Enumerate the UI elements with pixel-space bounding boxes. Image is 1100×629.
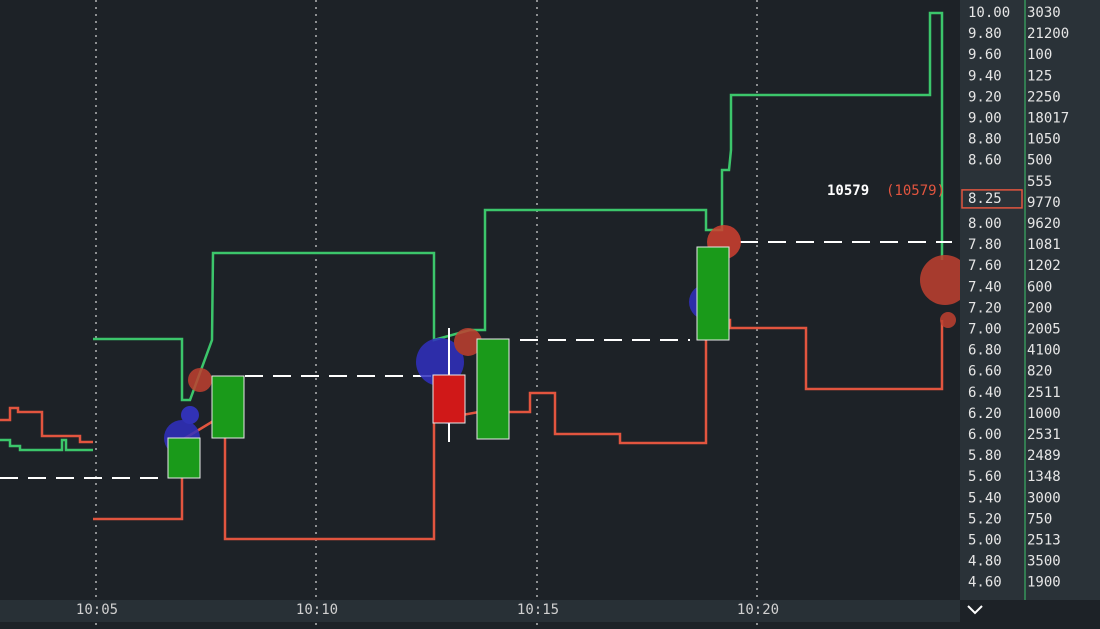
ladder-price: 5.20 xyxy=(968,511,1002,527)
ladder-volume: 1900 xyxy=(1027,575,1061,591)
ladder-volume: 3030 xyxy=(1027,5,1061,21)
ladder-volume: 1050 xyxy=(1027,132,1061,148)
time-label: 10:10 xyxy=(296,602,338,618)
ladder-volume: 9770 xyxy=(1027,195,1061,211)
ladder-volume: 2531 xyxy=(1027,427,1061,443)
ladder-price: 5.80 xyxy=(968,448,1002,464)
ladder-price: 6.20 xyxy=(968,406,1002,422)
ladder-volume: 2005 xyxy=(1027,322,1061,338)
ladder-volume: 2489 xyxy=(1027,448,1061,464)
level-lines xyxy=(0,241,952,479)
ladder-volume: 200 xyxy=(1027,300,1052,316)
ladder-price: 7.80 xyxy=(968,237,1002,253)
ladder-volume: 1348 xyxy=(1027,469,1061,485)
ladder-price: 6.00 xyxy=(968,427,1002,443)
ladder-volume: 2513 xyxy=(1027,533,1061,549)
ladder-volume: 820 xyxy=(1027,364,1052,380)
ladder-volume: 21200 xyxy=(1027,26,1069,42)
price-ladder xyxy=(960,0,1100,600)
ladder-volume: 2511 xyxy=(1027,385,1061,401)
ladder-price: 5.60 xyxy=(968,469,1002,485)
ladder-volume: 18017 xyxy=(1027,111,1069,127)
time-label: 10:20 xyxy=(737,602,779,618)
time-axis xyxy=(0,600,960,622)
ladder-price: 8.25 xyxy=(968,191,1002,207)
ladder-volume: 3000 xyxy=(1027,490,1061,506)
ladder-price: 6.40 xyxy=(968,385,1002,401)
ladder-price: 9.80 xyxy=(968,26,1002,42)
ladder-volume: 100 xyxy=(1027,47,1052,63)
ladder-volume: 3500 xyxy=(1027,554,1061,570)
ladder-price: 10.00 xyxy=(968,5,1010,21)
time-labels: 10:05 10:10 10:15 10:20 xyxy=(76,602,779,618)
time-label: 10:15 xyxy=(517,602,559,618)
last-trade-size: 10579 xyxy=(827,183,869,199)
ladder-price: 9.00 xyxy=(968,111,1002,127)
ladder-price: 5.00 xyxy=(968,533,1002,549)
ladder-price: 7.40 xyxy=(968,279,1002,295)
ladder-volume: 500 xyxy=(1027,153,1052,169)
ladder-volume: 555 xyxy=(1027,174,1052,190)
ladder-price: 9.60 xyxy=(968,47,1002,63)
ladder-volume: 1000 xyxy=(1027,406,1061,422)
ladder-price: 6.80 xyxy=(968,343,1002,359)
ladder-price: 8.60 xyxy=(968,153,1002,169)
ladder-rows: 10.00 3030 9.80 21200 9.60 100 9.40 125 9.20 2250… xyxy=(961,5,1069,591)
ladder-price: 4.60 xyxy=(968,575,1002,591)
ladder-price: 8.00 xyxy=(968,216,1002,232)
ladder-price: 6.60 xyxy=(968,364,1002,380)
ladder-volume: 1202 xyxy=(1027,258,1061,274)
ladder-volume: 600 xyxy=(1027,279,1052,295)
ladder-volume: 125 xyxy=(1027,68,1052,84)
ladder-price: 7.60 xyxy=(968,258,1002,274)
ladder-volume: 1081 xyxy=(1027,237,1061,253)
last-trade-detail: (10579) xyxy=(886,183,945,199)
ladder-price: 9.40 xyxy=(968,68,1002,84)
current-price-box xyxy=(961,189,1023,209)
ladder-volume: 9620 xyxy=(1027,216,1061,232)
ladder-volume: 4100 xyxy=(1027,343,1061,359)
ladder-price: 9.20 xyxy=(968,89,1002,105)
ladder-price: 7.00 xyxy=(968,322,1002,338)
ladder-price: 7.20 xyxy=(968,300,1002,316)
ladder-price: 4.80 xyxy=(968,554,1002,570)
ladder-price: 5.40 xyxy=(968,490,1002,506)
ladder-volume: 750 xyxy=(1027,511,1052,527)
time-label: 10:05 xyxy=(76,602,118,618)
ladder-price: 8.80 xyxy=(968,132,1002,148)
collapse-button[interactable] xyxy=(967,605,983,615)
ladder-volume: 2250 xyxy=(1027,89,1061,105)
candles xyxy=(167,246,730,479)
